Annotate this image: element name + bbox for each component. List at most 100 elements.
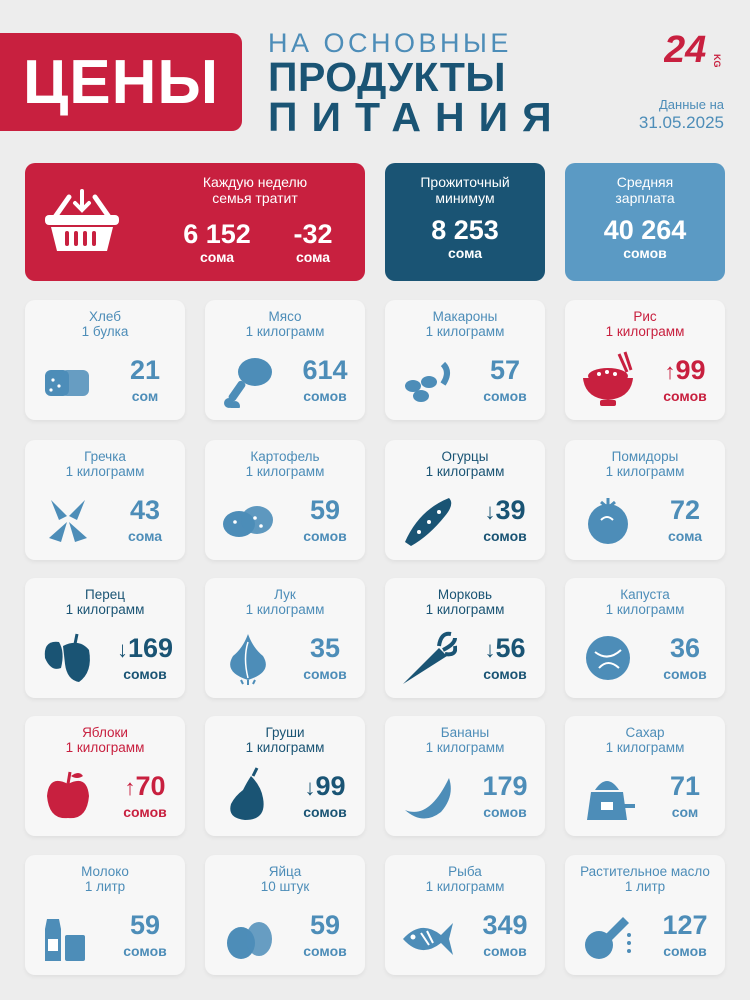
product-name: Гречка [84, 449, 126, 464]
product-card: Картофель 1 килограмм 59 сомов [205, 440, 365, 560]
product-quantity: 1 килограмм [245, 602, 325, 617]
minimum-label-line1: Прожиточный [420, 174, 510, 190]
product-name: Рыба [448, 864, 482, 879]
product-name: Хлеб [89, 309, 121, 324]
milk-icon [45, 919, 85, 961]
product-price: 59 [275, 910, 375, 942]
product-price-value: 59 [309, 495, 341, 525]
date-label: Данные на [659, 97, 724, 112]
product-card: Хлеб 1 булка 21 сом [25, 300, 185, 420]
subtitle-line1: НА ОСНОВНЫЕ [268, 28, 512, 58]
fish-icon [403, 923, 453, 955]
product-name: Сахар [625, 725, 665, 740]
product-card: Перец 1 килограмм ↓169 сомов [25, 578, 185, 698]
product-unit: сом [671, 804, 699, 820]
product-price: ↑70 [95, 771, 195, 803]
product-name: Перец [85, 587, 125, 602]
rice-bowl-icon [583, 351, 633, 406]
trend-arrow-icon: ↓ [484, 499, 496, 524]
product-card: Огурцы 1 килограмм ↓39 сомов [385, 440, 545, 560]
product-quantity: 1 килограмм [425, 740, 505, 755]
eggs-icon [227, 922, 272, 959]
product-price: 71 [635, 771, 735, 803]
meat-icon [224, 358, 272, 408]
product-price: 614 [275, 355, 375, 387]
weekly-change-unit: сома [295, 249, 331, 265]
trend-arrow-icon: ↓ [116, 637, 128, 662]
minimum-label-line2: минимум [435, 190, 495, 206]
product-card: Морковь 1 килограмм ↓56 сомов [385, 578, 545, 698]
minimum-unit: сома [447, 245, 483, 261]
product-price: 43 [95, 495, 195, 527]
product-quantity: 1 килограмм [245, 464, 325, 479]
product-name: Мясо [268, 309, 302, 324]
product-price-value: 39 [495, 495, 526, 525]
basket-icon [45, 189, 119, 251]
product-name: Рис [633, 309, 657, 324]
product-quantity: 1 килограмм [65, 740, 145, 755]
product-price: 127 [635, 910, 735, 942]
logo-24kg-icon: 24 KG [664, 30, 722, 70]
product-card: Мясо 1 килограмм 614 сомов [205, 300, 365, 420]
product-quantity: 1 килограмм [65, 464, 145, 479]
product-quantity: 1 килограмм [425, 324, 505, 339]
product-unit: сомов [303, 943, 347, 959]
product-quantity: 1 килограмм [605, 464, 685, 479]
product-price: ↓56 [455, 633, 555, 665]
pepper-icon [44, 633, 90, 682]
product-card: Сахар 1 килограмм 71 сом [565, 716, 725, 836]
oil-icon [585, 917, 631, 959]
product-price: 72 [635, 495, 735, 527]
product-card: Бананы 1 килограмм 179 сомов [385, 716, 545, 836]
product-card: Яйца 10 штук 59 сомов [205, 855, 365, 975]
date-value: 31.05.2025 [638, 113, 724, 132]
title-banner: ЦЕНЫ [0, 33, 242, 131]
weekly-unit: сома [199, 249, 235, 265]
weekly-label-line1: Каждую неделю [202, 174, 308, 190]
tomato-icon [588, 498, 628, 544]
product-price-value: 71 [669, 771, 701, 801]
weekly-change: -32 [293, 219, 333, 249]
product-price: 349 [455, 910, 555, 942]
product-unit: сомов [123, 666, 167, 682]
product-card: Рыба 1 килограмм 349 сомов [385, 855, 545, 975]
product-unit: сомов [123, 804, 167, 820]
product-unit: сом [131, 388, 159, 404]
product-quantity: 1 килограмм [245, 324, 325, 339]
weekly-label-line2: семья тратит [212, 190, 298, 206]
product-name: Растительное масло [580, 864, 710, 879]
salary-unit: сомов [623, 245, 667, 261]
product-card: Капуста 1 килограмм 36 сомов [565, 578, 725, 698]
product-price: ↓169 [95, 633, 195, 665]
product-unit: сомов [123, 943, 167, 959]
onion-icon [230, 634, 266, 685]
pear-icon [230, 767, 264, 820]
product-price: 59 [275, 495, 375, 527]
product-price-value: 614 [302, 355, 348, 385]
cabbage-icon [586, 636, 630, 680]
apple-icon [47, 771, 89, 819]
product-name: Яблоки [82, 725, 128, 740]
salary-card: Средняя зарплата 40 264 сомов [565, 163, 725, 281]
product-price: 179 [455, 771, 555, 803]
product-card: Растительное масло 1 литр 127 сомов [565, 855, 725, 975]
product-quantity: 1 булка [81, 324, 129, 339]
product-price-value: 169 [127, 633, 174, 663]
product-price: 36 [635, 633, 735, 665]
product-unit: сомов [303, 804, 347, 820]
product-price: 59 [95, 910, 195, 942]
trend-arrow-icon: ↑ [124, 775, 136, 800]
product-price-value: 59 [309, 910, 341, 940]
product-name: Бананы [440, 725, 490, 740]
weekly-spending-card: Каждую неделю семья тратит 6 152 сома -3… [25, 163, 365, 281]
product-unit: сомов [303, 666, 347, 682]
product-name: Капуста [620, 587, 670, 602]
salary-label-line2: зарплата [615, 190, 675, 206]
minimum-card: Прожиточный минимум 8 253 сома [385, 163, 545, 281]
product-name: Морковь [437, 587, 493, 602]
product-name: Помидоры [611, 449, 679, 464]
cucumber-icon [405, 498, 452, 546]
product-card: Помидоры 1 килограмм 72 сома [565, 440, 725, 560]
product-card: Рис 1 килограмм ↑99 сомов [565, 300, 725, 420]
product-price: 35 [275, 633, 375, 665]
